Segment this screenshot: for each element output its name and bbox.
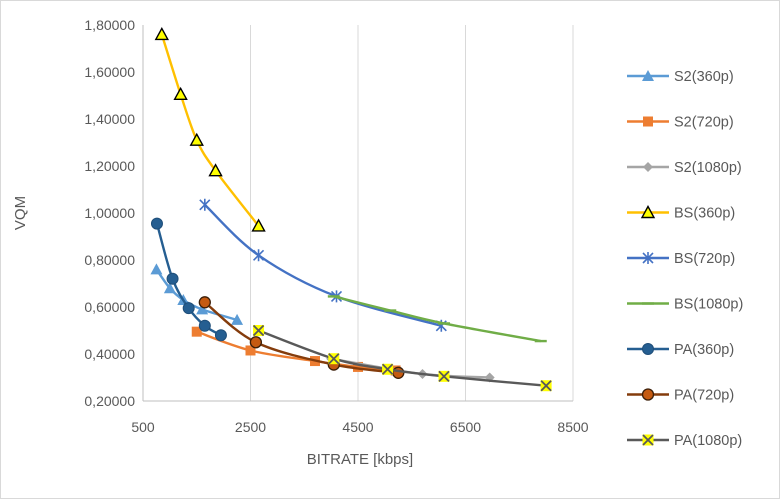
y-tick-label: 1,60000	[84, 64, 135, 80]
series-line-bs-720p	[203, 203, 442, 327]
legend-marker	[643, 116, 653, 127]
legend-entry-bs-360p: BS(360p)	[627, 205, 735, 222]
y-tick-label: 0,40000	[84, 346, 135, 362]
data-point-pa-720p	[249, 336, 263, 349]
x-tick-label: 500	[131, 419, 155, 435]
data-point-pa-360p	[198, 319, 211, 332]
series-line-pa-720p	[204, 301, 399, 374]
grid-lines	[250, 25, 574, 401]
y-tick-label: 0,80000	[84, 252, 135, 268]
legend-label: PA(360p)	[674, 342, 734, 358]
legend-label: S2(360p)	[674, 69, 734, 85]
data-point-s2-720p	[245, 345, 256, 356]
x-tick-label: 8500	[557, 419, 588, 435]
legend-label: BS(720p)	[674, 251, 735, 267]
legend-marker	[642, 70, 654, 81]
series-pa-1080p	[252, 324, 552, 392]
legend-marker	[642, 343, 654, 355]
series-layer	[150, 26, 552, 392]
legend-marker	[642, 434, 654, 446]
legend: S2(360p) S2(720p) S2(1080p) BS(360p) BS(720p…	[627, 69, 743, 449]
data-point-bs-360p	[208, 163, 223, 177]
legend-entry-s2-1080p: S2(1080p)	[627, 160, 742, 176]
legend-entry-bs-1080p: BS(1080p)	[627, 297, 743, 313]
legend-entry-s2-360p: S2(360p)	[627, 69, 734, 85]
data-point-pa-1080p	[328, 353, 340, 365]
marker-cross	[642, 434, 654, 446]
data-point-s2-360p	[196, 303, 209, 315]
data-point-bs-360p	[154, 26, 169, 41]
legend-marker	[640, 205, 656, 219]
marker-cross	[252, 324, 265, 337]
legend-marker	[642, 252, 654, 264]
series-line-bs-360p	[160, 34, 260, 227]
data-point-s2-720p	[191, 326, 202, 337]
data-point-pa-720p	[198, 296, 211, 309]
marker-cross	[438, 370, 450, 382]
data-point-bs-360p	[189, 132, 204, 146]
series-pa-360p	[150, 217, 227, 342]
x-tick-label: 2500	[235, 419, 266, 435]
data-point-bs-360p	[251, 218, 266, 232]
marker-cross	[381, 363, 394, 375]
marker-cross	[328, 353, 340, 365]
data-point-bs-720p	[252, 249, 265, 262]
series-s2-360p	[150, 263, 244, 325]
legend-entry-pa-720p: PA(720p)	[627, 388, 734, 404]
legend-label: S2(1080p)	[674, 160, 742, 176]
y-tick-label: 0,20000	[84, 393, 135, 409]
y-tick-label: 1,40000	[84, 111, 135, 127]
data-point-s2-360p	[150, 263, 163, 275]
x-axis-label: BITRATE [kbps]	[307, 451, 413, 468]
series-line-bs-1080p	[333, 295, 541, 343]
data-point-s2-720p	[353, 361, 363, 372]
x-tick-label: 6500	[450, 419, 481, 435]
data-point-pa-1080p	[252, 324, 265, 337]
y-tick-label: 1,20000	[84, 158, 135, 174]
legend-marker	[641, 388, 655, 401]
legend-entry-pa-1080p: PA(1080p)	[627, 433, 742, 449]
data-point-bs-360p	[173, 86, 188, 101]
axes: 500 2500 4500 6500 8500 0,20000 0,40000 0,60000…	[84, 17, 588, 435]
x-tick-label: 4500	[342, 419, 373, 435]
series-bs-1080p	[327, 295, 547, 343]
data-point-pa-360p	[166, 272, 179, 285]
data-point-pa-360p	[182, 302, 195, 315]
y-tick-label: 1,80000	[84, 17, 135, 33]
series-bs-720p	[199, 198, 447, 332]
data-point-pa-360p	[214, 329, 227, 342]
series-line-pa-360p	[155, 223, 222, 337]
y-tick-label: 0,60000	[84, 299, 135, 315]
y-tick-label: 1,00000	[84, 205, 135, 221]
data-point-bs-720p	[199, 198, 211, 211]
series-bs-360p	[154, 26, 266, 232]
data-point-pa-1080p	[381, 363, 394, 375]
legend-label: S2(720p)	[674, 115, 734, 131]
legend-entry-pa-360p: PA(360p)	[627, 342, 734, 358]
data-point-pa-1080p	[540, 380, 552, 392]
legend-label: PA(720p)	[674, 388, 734, 404]
data-point-pa-720p	[392, 366, 405, 379]
data-point-pa-360p	[150, 217, 163, 230]
legend-label: BS(1080p)	[674, 297, 743, 313]
legend-label: PA(1080p)	[674, 433, 742, 449]
data-point-pa-1080p	[438, 370, 450, 382]
legend-label: BS(360p)	[674, 206, 735, 222]
legend-entry-s2-720p: S2(720p)	[627, 115, 734, 131]
y-axis-label: VQM	[12, 196, 29, 230]
legend-entry-bs-720p: BS(720p)	[627, 251, 735, 267]
legend-marker	[643, 162, 653, 172]
data-point-s2-360p	[231, 313, 244, 325]
marker-cross	[540, 380, 552, 392]
data-point-s2-360p	[163, 282, 176, 294]
